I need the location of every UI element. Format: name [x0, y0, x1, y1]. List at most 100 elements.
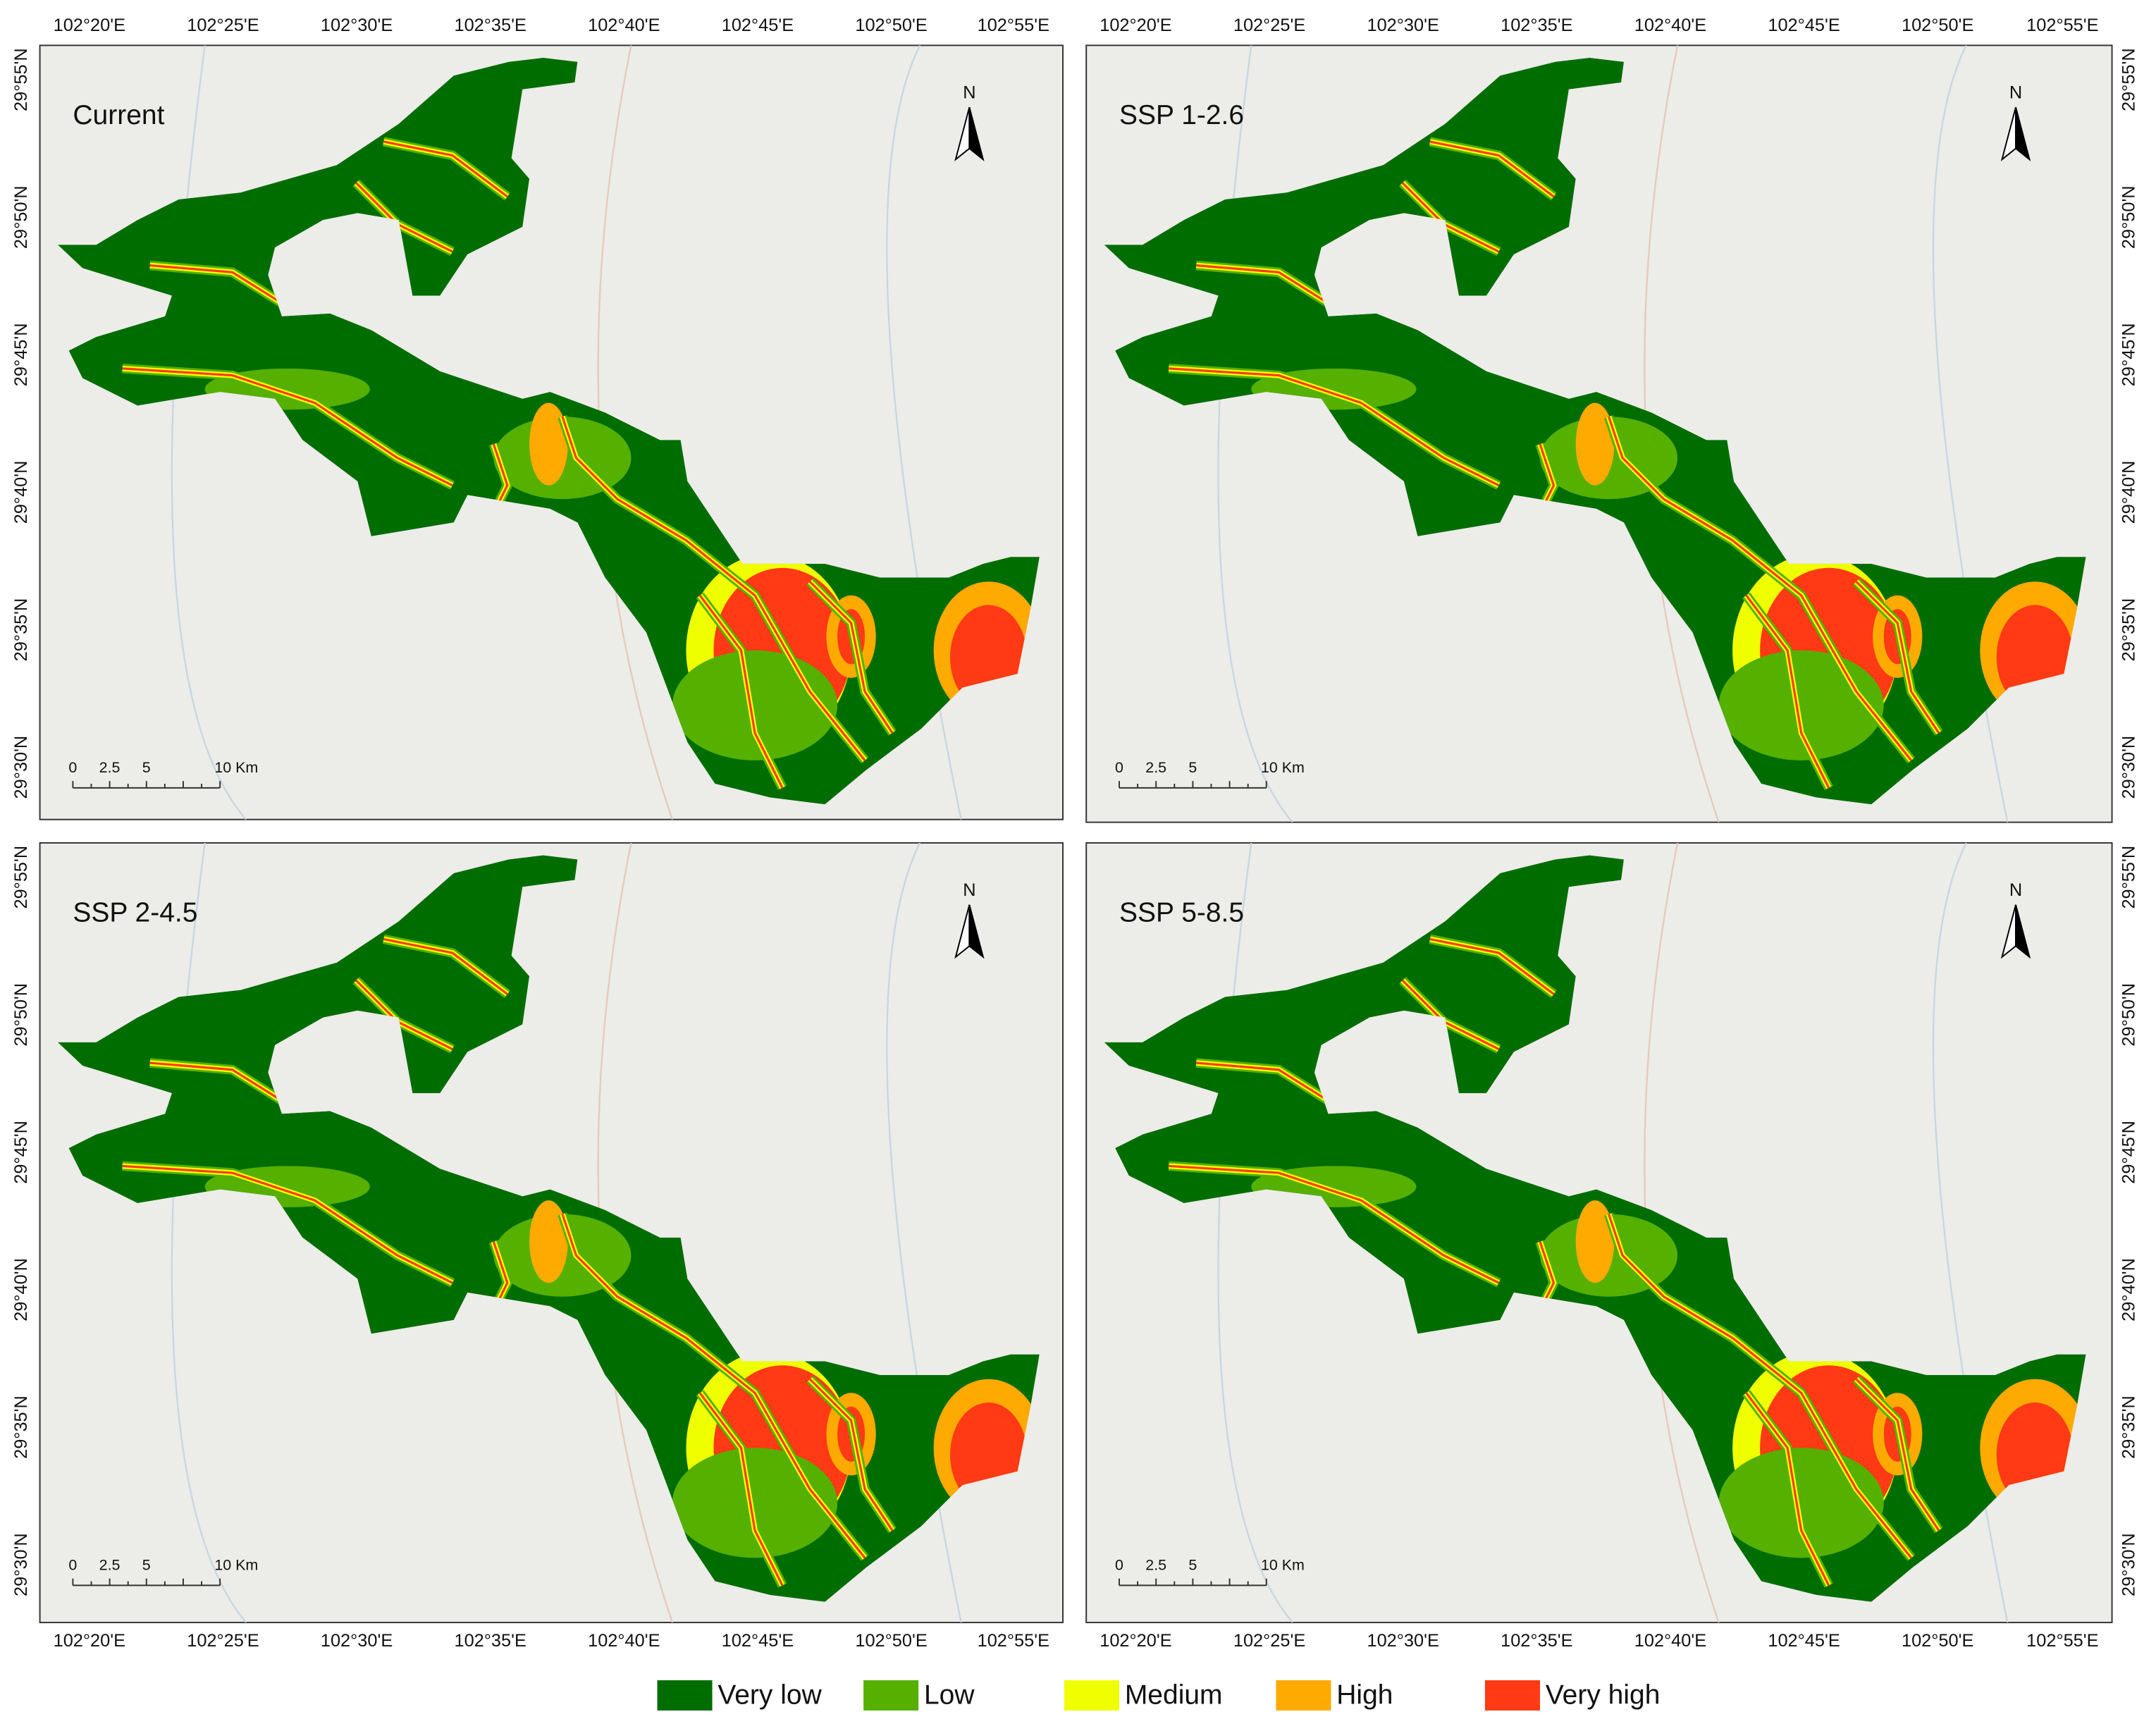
risk-core — [1855, 1378, 1940, 1532]
risk-zone — [1575, 402, 1615, 486]
lat-label: 29°35'N — [2119, 1396, 2139, 1459]
north-arrow — [968, 106, 985, 161]
lon-label: 102°50'E — [855, 1631, 927, 1651]
risk-core — [1196, 264, 1335, 308]
lon-label: 102°35'E — [454, 1631, 526, 1651]
lon-label: 102°30'E — [321, 1631, 393, 1651]
legend-label: High — [1336, 1680, 1393, 1711]
lon-label: 102°20'E — [54, 16, 125, 35]
lon-label: 102°30'E — [1367, 16, 1439, 35]
lon-label: 102°25'E — [1233, 16, 1305, 35]
legend-swatch — [1064, 1680, 1120, 1711]
lat-label: 29°55'N — [2119, 846, 2139, 909]
risk-core — [1196, 1061, 1335, 1105]
lon-label: 102°30'E — [321, 16, 393, 35]
scale-label: 0 — [1115, 759, 1123, 776]
risk-zone — [529, 402, 568, 486]
legend-swatch — [657, 1680, 713, 1711]
lat-label: 29°45'N — [11, 323, 31, 386]
lat-label: 29°40'N — [2119, 461, 2139, 524]
risk-core — [698, 594, 784, 789]
lon-label: 102°40'E — [588, 16, 660, 35]
panel-title: SSP 1-2.6 — [1119, 100, 1244, 130]
risk-core — [383, 140, 508, 198]
risk-core — [808, 581, 894, 734]
scale-label: 0 — [1115, 1557, 1123, 1574]
scale-label: 10 Km — [214, 759, 258, 776]
scale-label: 0 — [68, 1557, 77, 1574]
lon-label: 102°35'E — [1501, 16, 1572, 35]
lon-label: 102°30'E — [1367, 1631, 1439, 1651]
lon-label: 102°50'E — [1902, 16, 1973, 35]
lat-label: 29°50'N — [2119, 185, 2139, 249]
lat-label: 29°30'N — [2119, 1533, 2139, 1596]
lon-label: 102°20'E — [54, 1631, 125, 1651]
north-arrow — [968, 904, 985, 959]
scale-label: 5 — [1188, 1557, 1197, 1574]
risk-core — [561, 416, 866, 761]
legend-label: Medium — [1125, 1680, 1223, 1711]
panel-title: SSP 5-8.5 — [1119, 898, 1244, 928]
risk-zone — [1575, 1200, 1615, 1283]
lon-label: 102°20'E — [1099, 16, 1171, 35]
scale-label: 5 — [142, 1557, 151, 1574]
lat-label: 29°30'N — [11, 736, 31, 799]
north-label: N — [2009, 82, 2022, 102]
lon-label: 102°55'E — [2026, 16, 2098, 35]
lon-label: 102°50'E — [1902, 1631, 1973, 1651]
risk-core — [1429, 140, 1555, 198]
risk-core — [1855, 581, 1940, 734]
lon-label: 102°55'E — [978, 1631, 1049, 1651]
study-area — [57, 855, 1040, 1602]
lat-label: 29°50'N — [11, 185, 31, 249]
map-panel: SSP 2-4.5 N 0 2.5 5 10 Km 102°20'E 102°25'E 102°… — [11, 842, 1064, 1651]
scale-label: 5 — [1188, 759, 1197, 776]
lat-label: 29°40'N — [11, 1258, 31, 1322]
study-area — [1104, 855, 2086, 1602]
scale-label: 10 Km — [214, 1557, 258, 1574]
lat-label: 29°45'N — [2119, 1121, 2139, 1184]
risk-core — [383, 937, 508, 995]
scale-label: 2.5 — [99, 759, 121, 776]
risk-core — [561, 1214, 866, 1559]
risk-core — [1608, 1214, 1912, 1559]
map-panel: Current N 0 2.5 5 10 Km 102°20'E 102°25'E 102°30… — [11, 16, 1064, 820]
risk-core — [1429, 937, 1555, 995]
lon-label: 102°40'E — [1634, 1631, 1706, 1651]
lon-label: 102°45'E — [1768, 16, 1840, 35]
lon-label: 102°25'E — [187, 1631, 259, 1651]
lat-label: 29°45'N — [11, 1121, 31, 1184]
risk-core — [1169, 367, 1500, 487]
map-panel: SSP 1-2.6 N 0 2.5 5 10 Km 102°20'E 102°25'E 102°… — [1085, 16, 2139, 823]
lat-label: 29°40'N — [11, 461, 31, 524]
lon-label: 102°45'E — [1768, 1631, 1840, 1651]
risk-core — [122, 367, 453, 487]
lat-label: 29°30'N — [11, 1533, 31, 1596]
risk-core — [1745, 594, 1830, 789]
scale-label: 10 Km — [1261, 759, 1305, 776]
risk-core — [1745, 1392, 1830, 1587]
scale-label: 0 — [68, 759, 77, 776]
lat-label: 29°50'N — [11, 983, 31, 1047]
lon-label: 102°40'E — [1634, 16, 1706, 35]
north-arrow — [2015, 904, 2031, 959]
lat-label: 29°55'N — [2119, 48, 2139, 111]
scale-label: 2.5 — [99, 1557, 121, 1574]
risk-core — [1608, 416, 1912, 761]
risk-core — [149, 1061, 288, 1105]
lat-label: 29°35'N — [2119, 598, 2139, 662]
risk-core — [122, 1164, 453, 1284]
legend-label: Very high — [1546, 1680, 1661, 1711]
map-panel: SSP 5-8.5 N 0 2.5 5 10 Km 102°20'E 102°25'E 102°… — [1085, 842, 2139, 1651]
lat-label: 29°45'N — [2119, 323, 2139, 386]
lat-label: 29°55'N — [11, 846, 31, 909]
lon-label: 102°35'E — [454, 16, 526, 35]
scale-label: 5 — [142, 759, 151, 776]
lat-label: 29°35'N — [11, 1396, 31, 1459]
panel-title: SSP 2-4.5 — [73, 898, 197, 928]
north-label: N — [2009, 880, 2022, 900]
scale-label: 2.5 — [1145, 1557, 1166, 1574]
scale-label: 2.5 — [1145, 759, 1166, 776]
lat-label: 29°50'N — [2119, 983, 2139, 1047]
